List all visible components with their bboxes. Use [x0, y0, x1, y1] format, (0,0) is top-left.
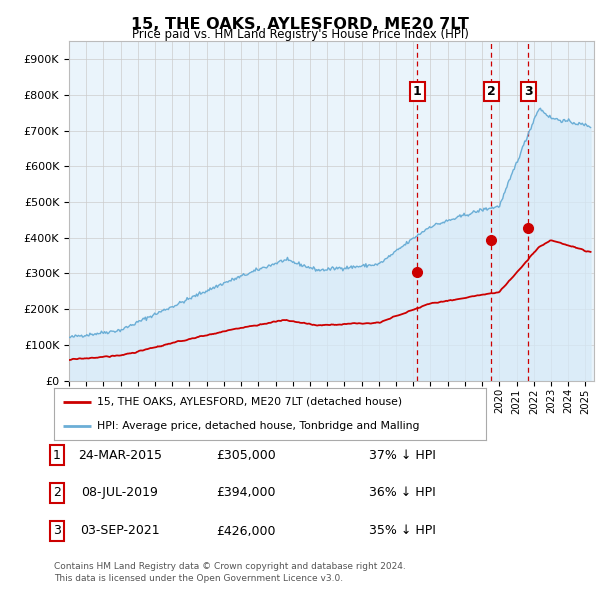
Text: 37% ↓ HPI: 37% ↓ HPI [369, 449, 436, 462]
Text: 2: 2 [53, 486, 61, 499]
Text: 08-JUL-2019: 08-JUL-2019 [82, 486, 158, 499]
Text: 2: 2 [487, 85, 496, 98]
Text: 36% ↓ HPI: 36% ↓ HPI [369, 486, 436, 499]
Text: Price paid vs. HM Land Registry's House Price Index (HPI): Price paid vs. HM Land Registry's House … [131, 28, 469, 41]
Text: £394,000: £394,000 [216, 486, 276, 499]
Text: 3: 3 [53, 525, 61, 537]
Text: 35% ↓ HPI: 35% ↓ HPI [369, 525, 436, 537]
Text: £426,000: £426,000 [216, 525, 276, 537]
Text: 03-SEP-2021: 03-SEP-2021 [80, 525, 160, 537]
Text: 15, THE OAKS, AYLESFORD, ME20 7LT (detached house): 15, THE OAKS, AYLESFORD, ME20 7LT (detac… [97, 396, 403, 407]
Text: 3: 3 [524, 85, 532, 98]
Text: £305,000: £305,000 [216, 449, 276, 462]
Text: 1: 1 [413, 85, 422, 98]
Text: 15, THE OAKS, AYLESFORD, ME20 7LT: 15, THE OAKS, AYLESFORD, ME20 7LT [131, 17, 469, 31]
Text: 1: 1 [53, 449, 61, 462]
Text: Contains HM Land Registry data © Crown copyright and database right 2024.
This d: Contains HM Land Registry data © Crown c… [54, 562, 406, 583]
Text: 24-MAR-2015: 24-MAR-2015 [78, 449, 162, 462]
Text: HPI: Average price, detached house, Tonbridge and Malling: HPI: Average price, detached house, Tonb… [97, 421, 420, 431]
